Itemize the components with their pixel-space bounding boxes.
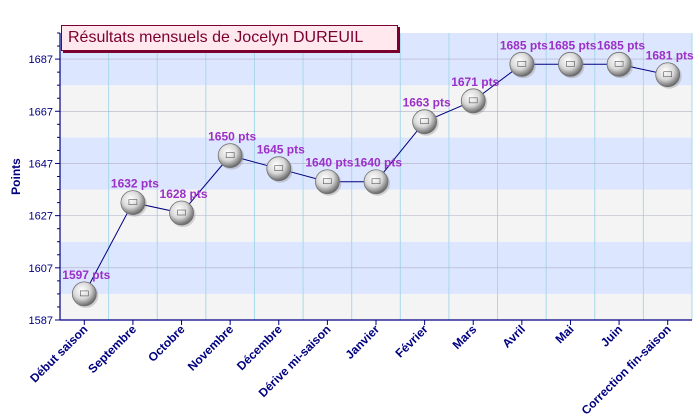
data-label: 1597 pts [62,268,110,282]
data-point-emblem [614,61,624,67]
data-point [655,62,681,88]
plot-band [60,59,692,86]
data-label: 1650 pts [208,130,256,144]
plot-band [60,267,692,294]
chart-title: Résultats mensuels de Jocelyn DUREUIL [68,29,364,46]
data-point-emblem [371,178,381,185]
data-point [363,169,389,195]
data-point-emblem [225,152,235,158]
data-point-emblem [274,165,284,171]
data-label: 1640 pts [305,156,353,170]
data-label: 1685 pts [548,38,596,52]
x-tick-label: Juin [598,322,625,349]
data-point-emblem [177,209,186,216]
y-tick-label: 1667 [29,106,53,118]
data-point-emblem [80,290,89,297]
y-tick-label: 1627 [29,211,53,223]
data-label: 1628 pts [160,187,208,201]
data-point [412,109,438,135]
x-tick-label: Correction fin-saison [579,322,674,417]
data-point [217,143,243,169]
x-tick-label: Début saison [27,322,90,385]
x-tick-label: Novembre [185,322,237,374]
data-point-emblem [468,97,478,104]
data-point-emblem [566,61,575,67]
data-point [120,190,146,215]
data-point [606,51,632,77]
y-tick-label: 1607 [29,263,53,275]
plot-band [60,137,692,164]
y-tick-label: 1587 [29,315,53,327]
y-tick-label: 1687 [29,54,53,66]
data-label: 1640 pts [354,156,402,170]
data-point [266,156,292,182]
chart-title-box: Résultats mensuels de Jocelyn DUREUIL [61,25,398,51]
x-tick-label: Avril [500,322,528,350]
x-tick-label: Janvier [343,322,383,362]
data-point-emblem [420,118,429,125]
data-point-emblem [128,199,138,205]
plot-band [60,215,692,242]
data-point-emblem [663,71,672,78]
data-label: 1671 pts [451,75,499,89]
x-tick-label: Février [393,322,431,360]
plot-band [60,111,692,138]
data-label: 1632 pts [111,177,159,191]
y-axis-label: Points [9,158,23,195]
data-label: 1681 pts [646,49,694,63]
data-point [558,51,583,77]
data-point [509,51,535,77]
data-point [460,88,486,114]
x-tick-label: Octobre [145,322,188,365]
data-point [71,281,97,307]
data-label: 1685 pts [500,38,548,52]
x-tick-label: Septembre [85,322,139,376]
data-label: 1663 pts [403,96,451,110]
x-tick-label: Décembre [234,322,285,373]
data-label: 1685 pts [597,38,645,52]
data-point-emblem [517,61,527,67]
plot-band [60,85,692,112]
x-tick-label: Mai [553,322,577,346]
plot-band [60,293,692,320]
data-point [314,169,340,195]
plot-band [60,241,692,268]
y-tick-label: 1647 [29,158,53,170]
data-point [169,200,194,226]
data-point-emblem [323,178,332,185]
x-tick-label: Mars [450,322,480,352]
data-label: 1645 pts [257,143,305,157]
